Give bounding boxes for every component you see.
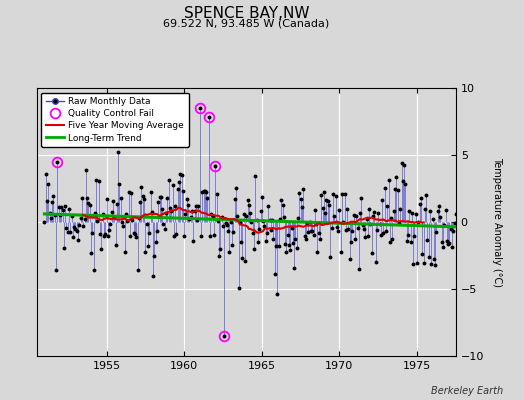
Legend: Raw Monthly Data, Quality Control Fail, Five Year Moving Average, Long-Term Tren: Raw Monthly Data, Quality Control Fail, … [41, 92, 189, 147]
Text: Berkeley Earth: Berkeley Earth [431, 386, 503, 396]
Y-axis label: Temperature Anomaly (°C): Temperature Anomaly (°C) [493, 157, 503, 287]
Text: SPENCE BAY,NW: SPENCE BAY,NW [183, 6, 309, 21]
Text: 69.522 N, 93.485 W (Canada): 69.522 N, 93.485 W (Canada) [163, 18, 330, 28]
